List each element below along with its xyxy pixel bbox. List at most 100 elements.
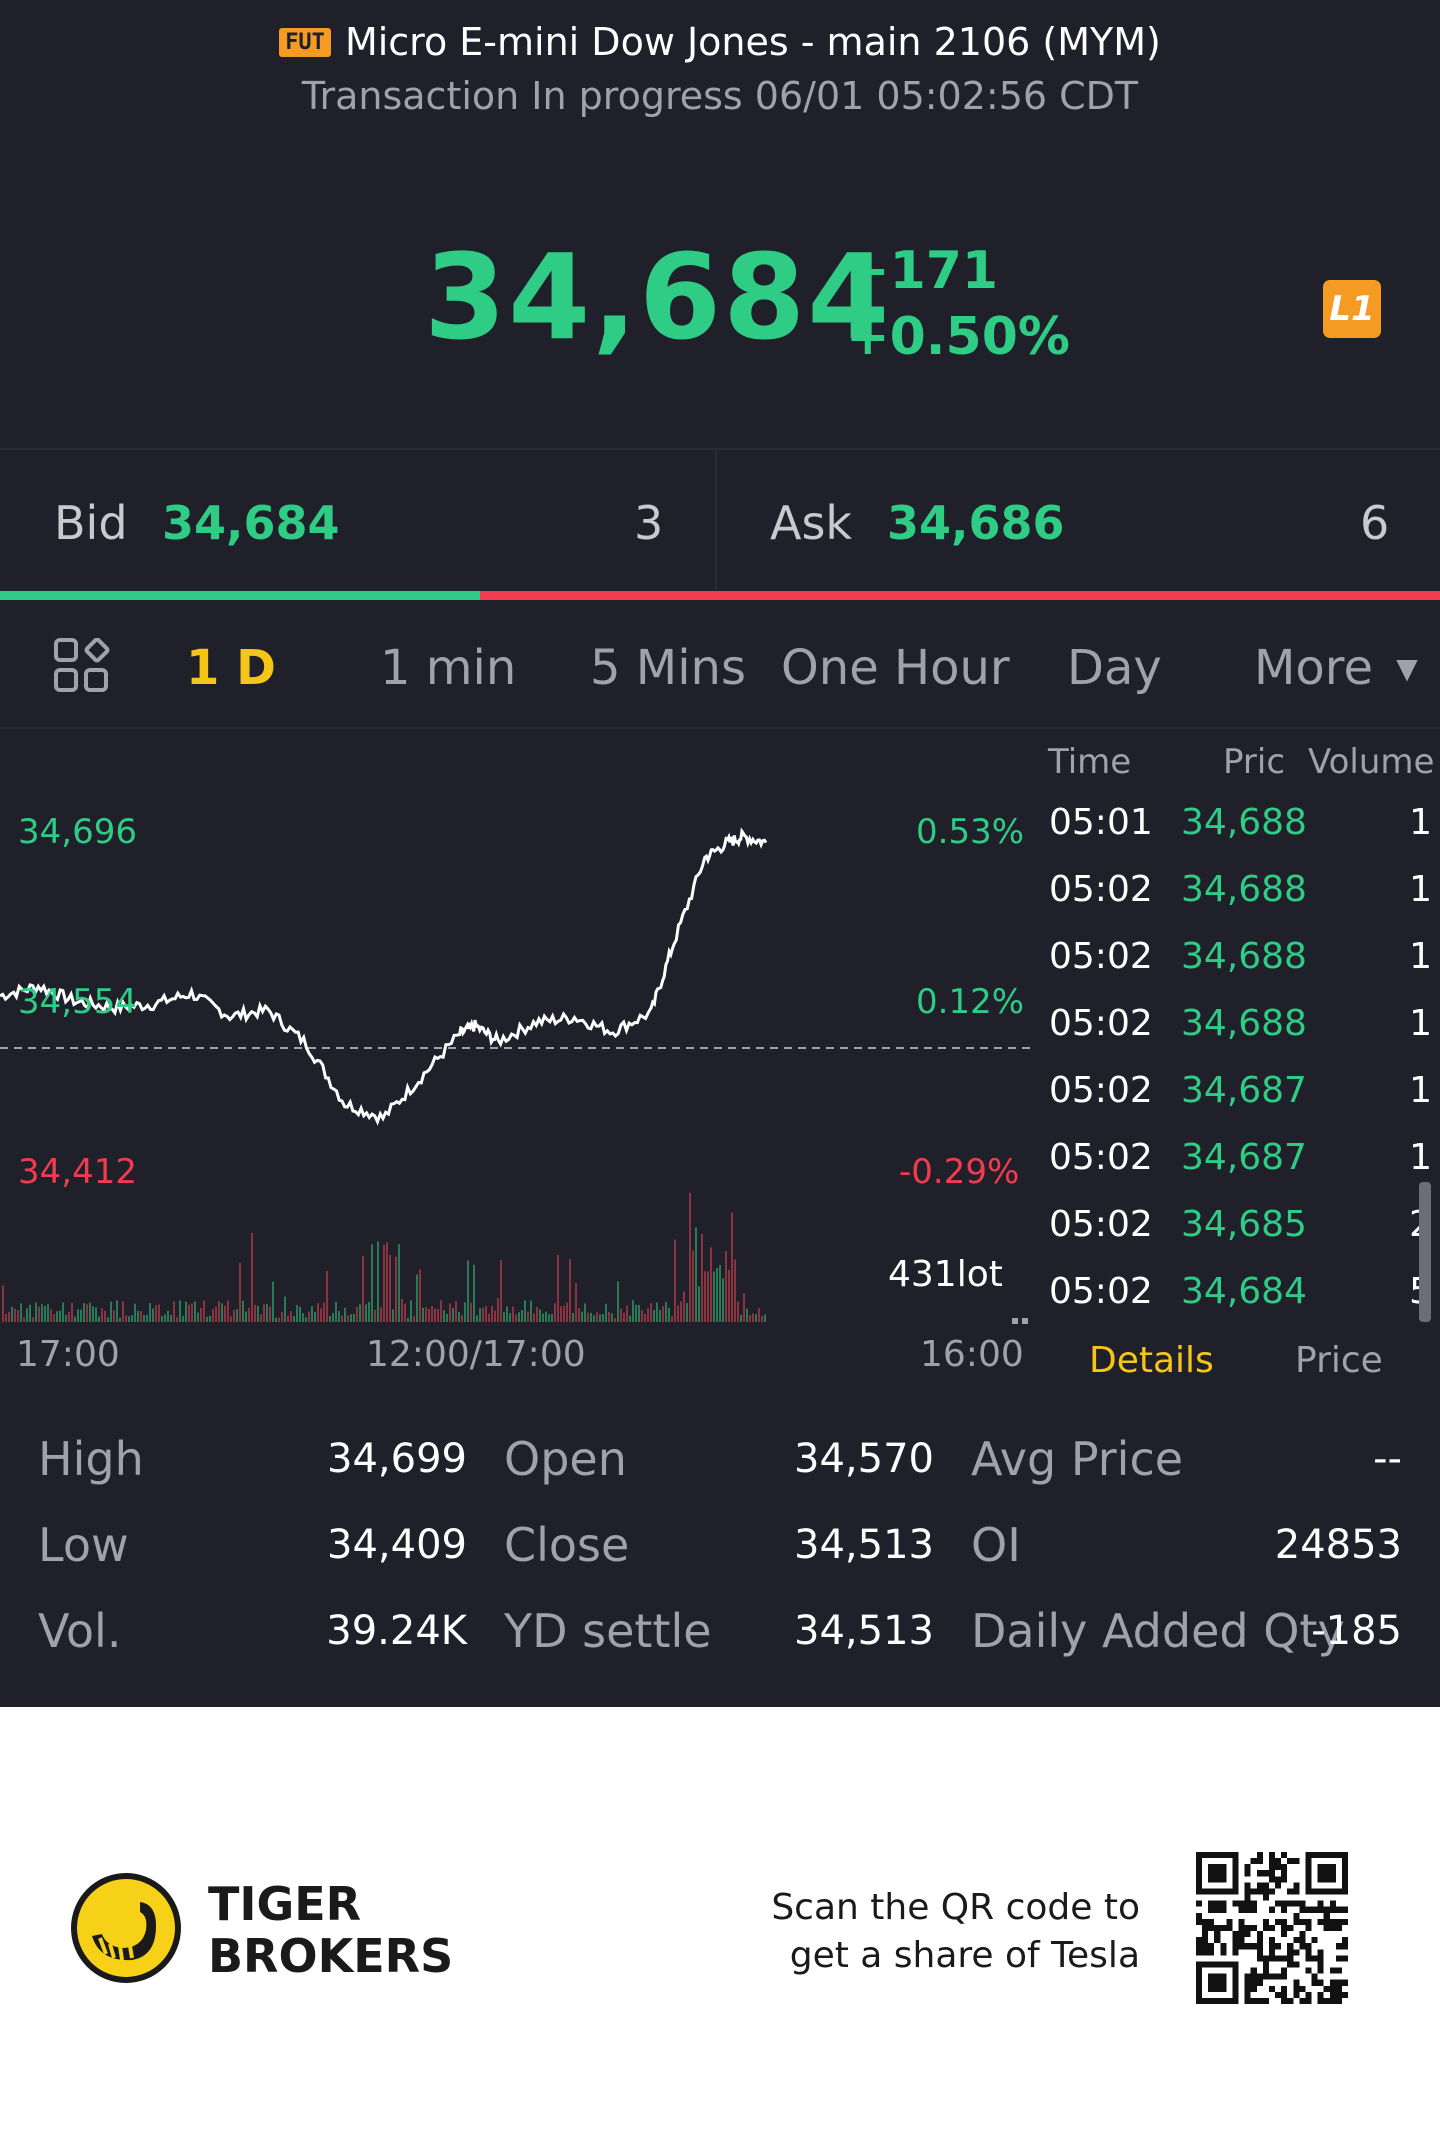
volume-bar xyxy=(680,1301,682,1322)
volume-bar xyxy=(17,1309,19,1322)
volume-bar xyxy=(497,1298,499,1322)
volume-bar xyxy=(425,1307,427,1322)
volume-bar xyxy=(179,1300,181,1322)
trade-volume: 1 xyxy=(1409,1003,1432,1044)
intraday-chart[interactable] xyxy=(0,730,1040,1370)
tab-more[interactable]: More ▼ xyxy=(1254,640,1418,696)
volume-bar xyxy=(269,1306,271,1322)
volume-bar xyxy=(365,1304,367,1322)
volume-bar xyxy=(23,1317,25,1322)
chart-handle-icon[interactable] xyxy=(1022,1318,1028,1324)
volume-bar xyxy=(734,1259,736,1322)
volume-bar xyxy=(377,1241,379,1322)
last-price: 34,684 xyxy=(424,228,892,366)
volume-bar xyxy=(482,1307,484,1322)
y-label-mid: 34,554 xyxy=(18,982,137,1022)
volume-bar xyxy=(437,1309,439,1322)
level1-badge[interactable]: L1 xyxy=(1323,280,1381,338)
volume-bar xyxy=(557,1254,559,1322)
stat-oi-label: OI xyxy=(971,1518,1021,1572)
tiger-brokers-logo xyxy=(71,1873,181,1983)
volume-bar xyxy=(662,1306,664,1322)
volume-bar xyxy=(326,1271,328,1322)
trade-time: 05:02 xyxy=(1049,1204,1153,1245)
volume-bar xyxy=(134,1303,136,1322)
tab-day[interactable]: Day xyxy=(1067,640,1162,696)
volume-bar xyxy=(284,1296,286,1322)
chart-handle-icon[interactable] xyxy=(1012,1318,1018,1324)
stat-vol-label: Vol. xyxy=(38,1604,122,1658)
volume-bar xyxy=(524,1300,526,1322)
layout-grid-icon[interactable] xyxy=(54,638,110,694)
volume-bar xyxy=(68,1311,70,1322)
volume-bar xyxy=(539,1309,541,1322)
stat-oi-value: 24853 xyxy=(1274,1522,1402,1568)
tab-one-hour[interactable]: One Hour xyxy=(781,640,1010,696)
volume-bar xyxy=(299,1306,301,1322)
volume-bar xyxy=(53,1314,55,1322)
volume-bar xyxy=(488,1313,490,1322)
volume-bar xyxy=(746,1308,748,1322)
tab-price[interactable]: Price xyxy=(1295,1340,1383,1381)
volume-bar xyxy=(764,1314,766,1322)
volume-bar xyxy=(335,1301,337,1322)
volume-bar xyxy=(92,1306,94,1322)
ask-quantity: 6 xyxy=(1360,496,1390,550)
trades-scrollbar[interactable] xyxy=(1419,1182,1431,1322)
volume-bar xyxy=(131,1315,133,1322)
volume-bar xyxy=(572,1313,574,1322)
volume-bar xyxy=(347,1315,349,1322)
volume-bar xyxy=(137,1310,139,1322)
x-label-end: 16:00 xyxy=(920,1334,1024,1375)
volume-bar xyxy=(590,1312,592,1322)
tab-1min[interactable]: 1 min xyxy=(380,640,517,696)
volume-bar xyxy=(752,1313,754,1322)
volume-bar xyxy=(296,1305,298,1322)
volume-bar xyxy=(716,1268,718,1322)
volume-bar xyxy=(122,1301,124,1322)
tab-details[interactable]: Details xyxy=(1089,1340,1214,1381)
volume-bar xyxy=(509,1313,511,1322)
stat-yd-value: 34,513 xyxy=(794,1608,934,1654)
volume-bar xyxy=(611,1313,613,1322)
volume-bar xyxy=(704,1271,706,1322)
volume-bar xyxy=(446,1313,448,1322)
volume-bar xyxy=(551,1314,553,1322)
volume-bar xyxy=(743,1293,745,1322)
volume-bar xyxy=(710,1247,712,1322)
volume-bar xyxy=(305,1317,307,1322)
volume-bar xyxy=(74,1316,76,1322)
volume-bar xyxy=(485,1305,487,1322)
volume-bar xyxy=(455,1301,457,1322)
volume-bar xyxy=(395,1256,397,1322)
caret-down-icon: ▼ xyxy=(1396,652,1418,685)
volume-bar xyxy=(701,1233,703,1322)
volume-bar xyxy=(104,1310,106,1322)
volume-bar xyxy=(464,1302,466,1322)
volume-bar xyxy=(608,1311,610,1322)
volume-bar xyxy=(245,1311,247,1322)
stat-daq-value: -185 xyxy=(1311,1608,1402,1654)
volume-bar xyxy=(374,1309,376,1322)
volume-bar xyxy=(632,1300,634,1322)
volume-bar xyxy=(695,1227,697,1322)
volume-bar xyxy=(194,1301,196,1322)
volume-bar xyxy=(542,1313,544,1322)
volume-bar xyxy=(500,1260,502,1322)
volume-bar xyxy=(146,1314,148,1322)
volume-bar xyxy=(329,1315,331,1322)
stat-close-value: 34,513 xyxy=(794,1522,934,1568)
volume-bar xyxy=(623,1312,625,1322)
tab-5mins[interactable]: 5 Mins xyxy=(590,640,746,696)
stat-open-value: 34,570 xyxy=(794,1436,934,1482)
stat-vol-value: 39.24K xyxy=(326,1608,467,1654)
volume-bar xyxy=(410,1300,412,1322)
tab-1d[interactable]: 1 D xyxy=(186,640,276,696)
volume-bar xyxy=(95,1307,97,1322)
volume-bar xyxy=(260,1314,262,1322)
volume-bar xyxy=(518,1312,520,1322)
volume-bar xyxy=(242,1300,244,1322)
volume-bar xyxy=(188,1304,190,1322)
volume-bar xyxy=(140,1311,142,1322)
